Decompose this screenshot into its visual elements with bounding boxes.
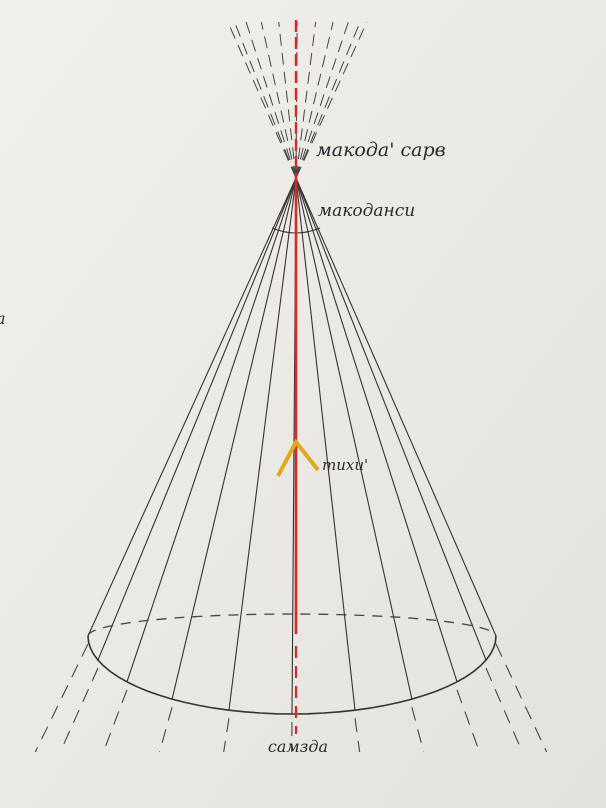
margin-label: a [0, 309, 6, 328]
base-label: самзда [268, 737, 328, 756]
cone-label: макоданси [318, 201, 415, 221]
apex-label: макода' сарв [316, 139, 446, 161]
diagram: макода' сарв макоданси тихи' самзда a [0, 0, 606, 808]
ray-label: тихи' [322, 456, 368, 474]
